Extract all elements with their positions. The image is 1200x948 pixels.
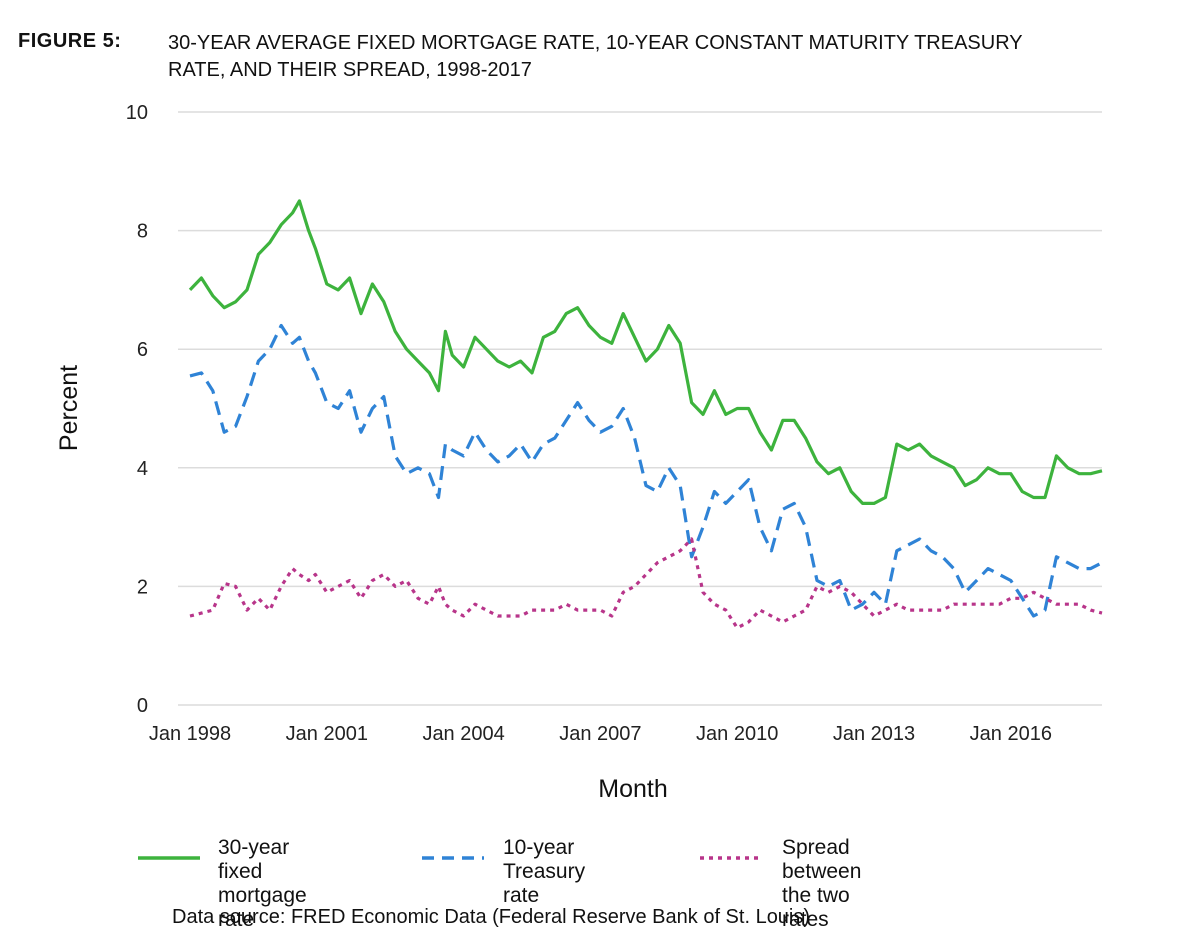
figure-label: FIGURE 5: bbox=[18, 30, 122, 52]
y-tick-label: 0 bbox=[137, 695, 148, 717]
y-tick-label: 4 bbox=[137, 458, 148, 480]
legend-label-line2: Treasury rate bbox=[503, 860, 586, 907]
legend-item-mortgage: 30-year fixed mortgage rate bbox=[218, 836, 307, 932]
x-axis-title: Month bbox=[598, 775, 667, 803]
x-tick-label: Jan 1998 bbox=[149, 723, 231, 745]
legend-item-spread: Spread between the two rates bbox=[782, 836, 861, 932]
x-tick-label: Jan 2010 bbox=[696, 723, 778, 745]
y-tick-label: 8 bbox=[137, 221, 148, 243]
legend-label-line1: Spread between bbox=[782, 836, 862, 883]
x-tick-labels: Jan 1998 Jan 2001 Jan 2004 Jan 2007 Jan 2010… bbox=[149, 723, 1052, 745]
x-tick-label: Jan 2013 bbox=[833, 723, 915, 745]
figure-title-line1: 30-YEAR AVERAGE FIXED MORTGAGE RATE, 10-… bbox=[168, 32, 1023, 54]
series-lines bbox=[188, 199, 1103, 630]
legend-label-line2: mortgage rate bbox=[218, 884, 307, 931]
x-tick-label: Jan 2004 bbox=[422, 723, 504, 745]
y-tick-label: 2 bbox=[137, 576, 148, 598]
y-tick-label: 10 bbox=[126, 102, 148, 124]
x-tick-label: Jan 2016 bbox=[970, 723, 1052, 745]
legend-label-line1: 10-year bbox=[503, 836, 575, 859]
y-tick-labels: 0 2 4 6 8 10 bbox=[126, 102, 148, 717]
figure-title: 30-YEAR AVERAGE FIXED MORTGAGE RATE, 10-… bbox=[168, 30, 1188, 84]
gridlines bbox=[178, 111, 1102, 706]
series-line-spread bbox=[189, 537, 1103, 630]
legend-label-line2: the two rates bbox=[782, 884, 850, 931]
series-line-treasury bbox=[189, 323, 1103, 618]
x-tick-label: Jan 2001 bbox=[286, 723, 368, 745]
legend-item-treasury: 10-year Treasury rate bbox=[503, 836, 585, 908]
data-source-note: Data source: FRED Economic Data (Federal… bbox=[172, 906, 811, 928]
x-tick-label: Jan 2007 bbox=[559, 723, 641, 745]
legend-label-line1: 30-year fixed bbox=[218, 836, 290, 883]
series-line-mortgage bbox=[188, 199, 1103, 505]
figure-title-line2: RATE, AND THEIR SPREAD, 1998-2017 bbox=[168, 59, 532, 81]
y-tick-label: 6 bbox=[137, 339, 148, 361]
y-axis-title: Percent bbox=[55, 365, 83, 451]
